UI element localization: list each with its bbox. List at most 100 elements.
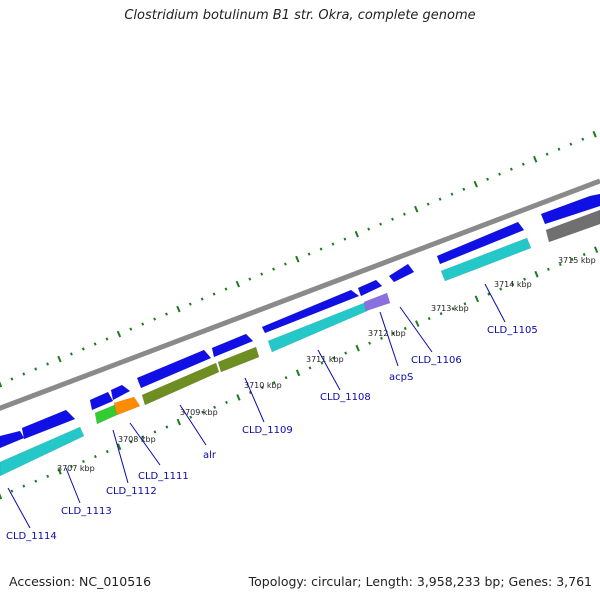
scale-tick [129,327,133,331]
scale-tick [474,295,480,303]
feature-cyan[interactable] [0,426,85,477]
gene-label-cld-1109[interactable]: CLD_1109 [242,425,293,436]
scale-tick [46,474,50,478]
gene-label-cld-1114[interactable]: CLD_1114 [6,531,57,542]
scale-tick [450,192,454,196]
gene-arrow[interactable] [89,391,114,411]
gene-arrow[interactable] [211,333,254,358]
genome-summary-text: Topology: circular; Length: 3,958,233 bp… [248,574,592,589]
scale-tick [283,262,287,266]
scale-tick [201,410,205,414]
scale-tick [212,292,216,296]
scale-tick [141,435,145,439]
scale-tick [426,202,430,206]
scale-tick [569,142,573,146]
gene-arrow[interactable] [388,263,415,283]
gene-arrow[interactable] [0,430,25,449]
gene-label-cld-1112[interactable]: CLD_1112 [106,486,157,497]
scale-tick [319,247,323,251]
scale-tick [284,376,288,380]
scale-tick [81,347,85,351]
scale-tick [473,180,478,188]
gene-label-cld-1111[interactable]: CLD_1111 [138,471,189,482]
scale-tick [225,400,228,404]
scale-tick [523,277,527,281]
scale-label: 3713 kbp [431,304,469,313]
feature-cyan[interactable] [440,237,532,282]
scale-tick [438,197,442,201]
gene-arrow[interactable] [357,279,383,297]
scale-tick [57,355,62,363]
scale-tick [354,230,359,238]
scale-tick [153,430,157,434]
scale-tick [46,362,50,366]
scale-tick [402,212,406,216]
scale-tick [545,152,549,156]
gene-label-cld-1105[interactable]: CLD_1105 [487,325,538,336]
scale-tick [236,394,241,401]
scale-tick [331,242,335,246]
gene-arrow[interactable] [110,384,131,401]
feature-gray[interactable] [545,209,600,243]
genome-backbone [0,178,600,411]
scale-label: 3709 kbp [180,408,218,417]
scale-tick [427,317,431,321]
scale-tick [367,227,371,231]
scale-tick [235,280,241,288]
scale-tick [141,322,145,326]
scale-label: 3711 kbp [306,355,344,364]
scale-tick [439,312,443,316]
scale-tick [379,222,383,226]
scale-tick [451,307,455,311]
gene-label-acps[interactable]: acpS [389,372,413,383]
scale-tick [391,331,395,335]
inner-tick-dots [0,246,599,500]
map-title: Clostridium botulinum B1 str. Okra, comp… [124,8,476,23]
accession-text: Accession: NC_010516 [9,574,152,589]
gene-arrow[interactable] [261,289,360,334]
scale-tick [308,366,312,370]
feature-purple[interactable] [363,292,391,312]
scale-tick [403,326,407,331]
scale-tick [260,272,264,276]
scale-tick [368,341,372,345]
scale-tick [189,415,193,419]
scale-tick [34,367,38,371]
scale-tick [295,369,301,377]
gene-arrow[interactable] [21,409,76,440]
scale-label: 3715 kbp [558,256,596,265]
gene-arrow[interactable] [136,349,212,389]
scale-tick [463,302,467,306]
feature-olive[interactable] [141,362,220,406]
feature-cyan[interactable] [267,302,368,353]
gene-arrow[interactable] [540,193,600,225]
scale-tick [176,418,181,426]
scale-label: 3708 kbp [118,435,156,444]
scale-tick [153,317,157,321]
scale-tick [380,336,383,340]
scale-tick [557,147,561,151]
scale-tick [332,356,336,360]
scale-tick [486,177,490,181]
scale-tick [188,302,192,306]
scale-tick [105,450,109,454]
scale-tick [509,167,513,171]
gene-arrow[interactable] [436,221,525,265]
gene-label-alr[interactable]: alr [203,450,217,461]
scale-tick [248,390,252,395]
scale-tick [593,246,599,253]
scale-tick [391,217,394,221]
scale-tick [415,320,420,327]
gene-label-cld-1108[interactable]: CLD_1108 [320,392,371,403]
scale-tick [546,267,550,271]
feature-orange[interactable] [113,396,141,416]
scale-tick [521,162,525,166]
gene-label-cld-1106[interactable]: CLD_1106 [411,355,462,366]
gene-label-cld-1113[interactable]: CLD_1113 [61,506,112,517]
scale-tick [582,252,586,257]
scale-tick [414,205,419,213]
scale-tick [22,484,26,488]
scale-tick [34,479,38,483]
feature-olive[interactable] [217,346,260,373]
scale-label: 3707 kbp [57,464,95,473]
